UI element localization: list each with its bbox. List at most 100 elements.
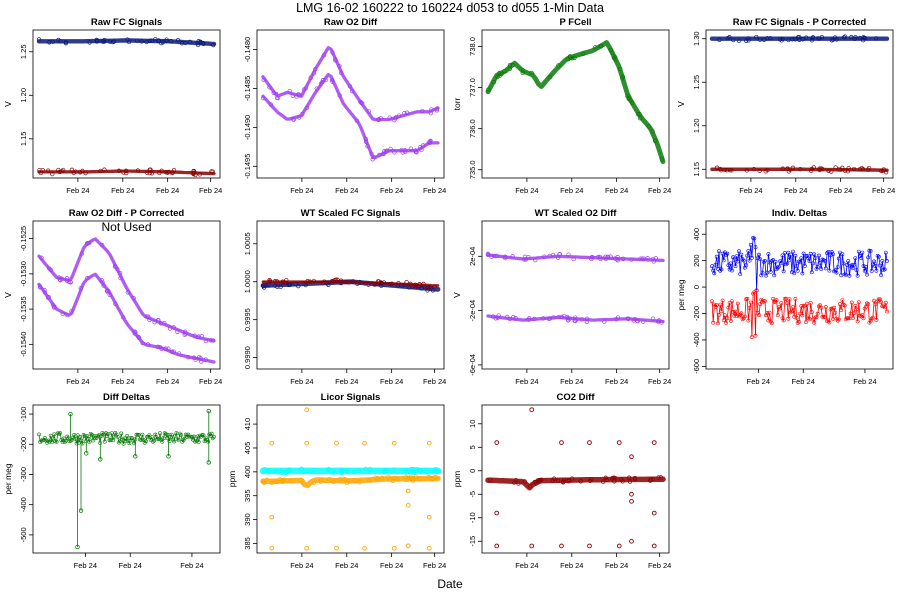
data-point [264,477,270,483]
data-point [417,477,422,482]
data-point [730,299,734,304]
data-point [101,283,106,288]
data-point [157,170,162,176]
y-tick-label: 0.9995 [243,308,252,331]
data-point [755,256,760,261]
y-tick-label: -200 [692,306,701,321]
plot-frame [256,29,445,179]
data-point [211,338,216,343]
x-tick-label: Feb 24 [74,561,97,570]
data-point [527,316,532,321]
y-axis-label: V [452,292,462,298]
data-point [77,440,81,445]
plot-area [709,34,890,175]
data-point [603,475,608,480]
data-point [186,355,191,360]
data-point [284,277,289,283]
data-point [349,88,355,94]
data-point [507,316,512,322]
data-point [147,38,153,43]
data-point [857,166,863,172]
plot-area [259,407,442,551]
data-point [299,466,304,471]
data-point [262,467,267,472]
data-point [841,35,847,40]
data-point [573,318,578,323]
y-tick-label: -0.1490 [243,115,252,140]
data-point [797,319,801,324]
data-point [865,272,869,277]
y-tick-label: -100 [19,407,28,422]
data-point [796,34,801,40]
data-point [97,433,101,438]
data-point [118,270,123,276]
data-point [275,95,280,101]
data-point [724,252,729,257]
data-point [337,63,342,69]
data-point [162,431,167,436]
data-point [786,316,791,321]
data-point [267,278,272,283]
data-point [786,250,791,255]
data-point [58,278,63,283]
data-point [507,66,513,72]
x-axis-label: Date [437,577,463,591]
data-point [145,314,150,319]
data-point [409,470,414,475]
y-tick-label: -0.1480 [243,37,252,62]
data-point [46,168,51,173]
data-point [801,251,806,256]
data-point [374,281,379,287]
outlier-point [391,440,397,446]
data-point [785,261,790,266]
data-point [280,281,286,286]
data-point [556,314,561,320]
data-point [728,319,733,323]
data-point [87,240,92,246]
data-point [57,431,61,436]
plot-frame [256,220,445,370]
data-point [327,476,332,482]
data-point [646,124,652,129]
panel-title: Raw O2 Diff - P Corrected [69,208,185,219]
outlier-point [651,543,657,549]
data-point [596,254,601,260]
data-point [275,470,280,475]
data-point [815,311,820,316]
data-point [414,467,420,472]
data-point [851,316,855,321]
data-point [297,115,302,120]
data-point [433,467,439,472]
data-point [881,167,886,172]
data-point [750,335,754,340]
data-point [432,284,437,289]
x-tick-label: Feb 24 [560,561,583,570]
data-point [183,329,188,334]
data-point [387,281,393,287]
data-point [369,151,374,156]
panel-title: P FCell [559,17,591,28]
data-point [829,169,834,174]
data-point [730,268,734,273]
y-tick-label: 735.0 [468,160,477,179]
y-tick-label: 1.15 [19,132,28,147]
data-point [206,439,211,444]
data-point [723,313,727,318]
data-point [804,320,808,325]
data-point [849,35,854,40]
data-point [874,36,879,41]
x-tick-label: Feb 24 [605,377,628,386]
data-point [719,168,724,173]
data-point [68,411,73,417]
data-point [780,36,785,42]
data-point [403,149,408,155]
data-point [175,437,180,442]
data-point [854,307,859,312]
data-point [836,256,841,261]
data-point [771,257,776,262]
data-point [516,481,521,486]
data-point [156,39,161,44]
data-point [780,316,785,321]
plot-frame [32,404,221,554]
x-tick-label: Feb 24 [515,377,538,386]
